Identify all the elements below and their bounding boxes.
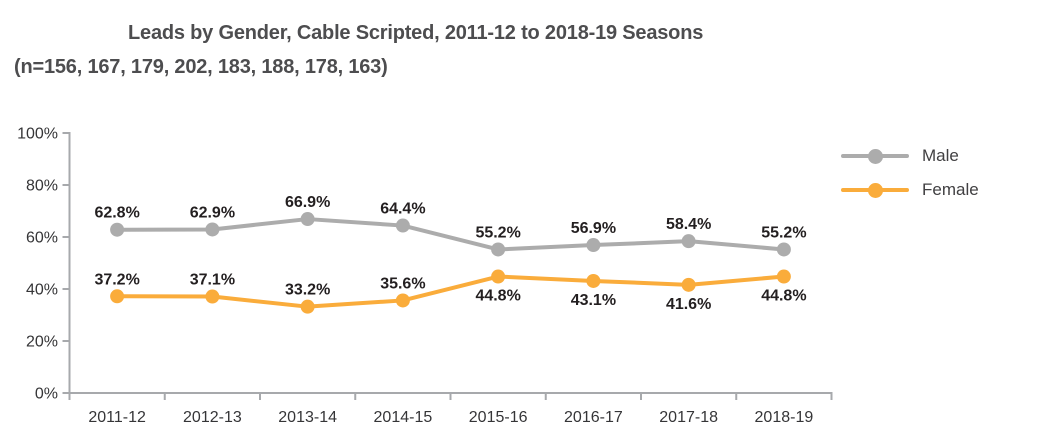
data-label: 35.6% <box>380 275 425 292</box>
male-marker-icon <box>868 148 883 164</box>
data-label: 56.9% <box>571 220 616 237</box>
data-point-marker <box>110 222 125 237</box>
data-point-marker <box>776 269 791 284</box>
y-axis-label: 20% <box>26 334 58 351</box>
y-axis-label: 0% <box>35 386 58 403</box>
x-axis-label: 2015-16 <box>469 409 528 426</box>
data-point-marker <box>205 222 220 237</box>
data-label: 62.9% <box>190 204 235 221</box>
male-line-swatch <box>841 148 909 164</box>
y-axis-label: 100% <box>17 126 58 143</box>
data-point-marker <box>681 277 696 292</box>
data-point-marker <box>491 242 506 257</box>
legend-label-male: Male <box>922 146 959 165</box>
y-axis-label: 80% <box>26 178 58 195</box>
female-line-swatch <box>841 182 909 198</box>
data-point-marker <box>586 273 601 288</box>
y-axis-label: 40% <box>26 282 58 299</box>
data-point-marker <box>491 269 506 284</box>
data-label: 66.9% <box>285 194 330 211</box>
x-axis-label: 2018-19 <box>755 409 814 426</box>
legend-item-male: Male <box>841 144 959 168</box>
x-axis-label: 2017-18 <box>659 409 718 426</box>
x-axis-label: 2013-14 <box>278 409 337 426</box>
data-label: 64.4% <box>380 201 425 218</box>
data-label: 55.2% <box>761 224 806 241</box>
legend-label-female: Female <box>922 180 979 199</box>
x-axis-label: 2014-15 <box>374 409 433 426</box>
legend-item-female: Female <box>841 178 979 202</box>
data-label: 55.2% <box>475 224 520 241</box>
data-label: 62.8% <box>94 205 139 222</box>
female-marker-icon <box>868 182 883 198</box>
data-label: 37.2% <box>94 271 139 288</box>
data-point-marker <box>300 212 315 227</box>
data-label: 33.2% <box>285 282 330 299</box>
chart-subtitle: (n=156, 167, 179, 202, 183, 188, 178, 16… <box>14 56 388 78</box>
data-point-marker <box>586 238 601 253</box>
x-axis-label: 2016-17 <box>564 409 623 426</box>
series-line-female <box>115 274 786 309</box>
chart-title: Leads by Gender, Cable Scripted, 2011-12… <box>128 22 704 44</box>
data-label: 58.4% <box>666 216 711 233</box>
data-point-marker <box>776 242 791 257</box>
x-axis-label: 2012-13 <box>183 409 242 426</box>
series-line-male <box>115 217 786 252</box>
data-label: 43.1% <box>571 292 616 309</box>
y-axis-label: 60% <box>26 230 58 247</box>
data-point-marker <box>395 218 410 233</box>
data-label: 41.6% <box>666 296 711 313</box>
data-point-marker <box>300 299 315 314</box>
data-point-marker <box>205 289 220 304</box>
data-label: 44.8% <box>475 288 520 305</box>
data-point-marker <box>681 234 696 249</box>
x-axis-label: 2011-12 <box>88 409 146 426</box>
data-label: 37.1% <box>190 272 235 289</box>
data-point-marker <box>110 289 125 304</box>
data-label: 44.8% <box>761 288 806 305</box>
data-point-marker <box>395 293 410 308</box>
